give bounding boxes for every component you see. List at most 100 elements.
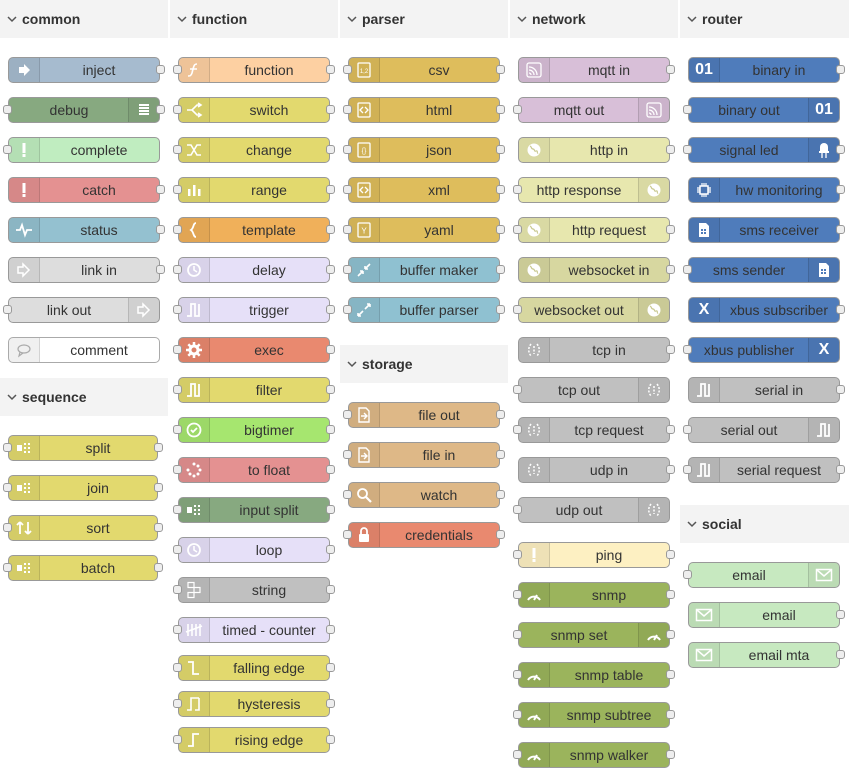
output-port[interactable] [326,225,335,234]
category-header-parser[interactable]: parser [340,0,508,38]
node-parser-csv[interactable]: 1,2 csv [343,57,505,83]
category-header-common[interactable]: common [0,0,168,38]
input-port[interactable] [3,523,12,532]
output-port[interactable] [496,530,505,539]
output-port[interactable] [326,265,335,274]
output-port[interactable] [326,545,335,554]
node-function-trigger[interactable]: trigger [173,297,335,323]
node-common-complete[interactable]: complete [3,137,160,163]
node-network-udp-in[interactable]: udp in [518,457,675,483]
node-router-binary-out[interactable]: 01 binary out [683,97,840,123]
node-sequence-sort[interactable]: sort [3,515,163,541]
input-port[interactable] [683,570,692,579]
node-network-snmp-set[interactable]: snmp set [513,622,675,648]
input-port[interactable] [173,545,182,554]
node-storage-watch[interactable]: watch [343,482,505,508]
node-network-mqtt-out[interactable]: mqtt out [513,97,670,123]
output-port[interactable] [666,225,675,234]
node-storage-file-out[interactable]: file out [343,402,505,428]
output-port[interactable] [496,65,505,74]
node-function-range[interactable]: range [173,177,335,203]
input-port[interactable] [343,305,352,314]
output-port[interactable] [326,305,335,314]
input-port[interactable] [513,425,522,434]
input-port[interactable] [343,225,352,234]
node-function-falling-edge[interactable]: falling edge [173,655,335,681]
input-port[interactable] [173,65,182,74]
output-port[interactable] [666,630,675,639]
input-port[interactable] [343,490,352,499]
input-port[interactable] [513,225,522,234]
output-port[interactable] [496,410,505,419]
input-port[interactable] [513,630,522,639]
node-router-binary-in[interactable]: 01 binary in [688,57,845,83]
input-port[interactable] [3,145,12,154]
node-function-function[interactable]: function [173,57,335,83]
node-function-hysteresis[interactable]: hysteresis [173,691,335,717]
node-network-http-response[interactable]: http response [513,177,670,203]
node-router-signal-led[interactable]: signal led [683,137,845,163]
input-port[interactable] [343,145,352,154]
node-network-ping[interactable]: ping [513,542,675,568]
category-header-social[interactable]: social [680,505,849,543]
output-port[interactable] [496,490,505,499]
output-port[interactable] [156,265,165,274]
output-port[interactable] [836,185,845,194]
input-port[interactable] [343,265,352,274]
input-port[interactable] [513,505,522,514]
output-port[interactable] [326,385,335,394]
input-port[interactable] [173,105,182,114]
node-parser-json[interactable]: {} json [343,137,505,163]
output-port[interactable] [666,265,675,274]
node-function-rising-edge[interactable]: rising edge [173,727,335,753]
input-port[interactable] [513,185,522,194]
output-port[interactable] [496,185,505,194]
output-port[interactable] [326,105,335,114]
output-port[interactable] [496,225,505,234]
output-port[interactable] [666,670,675,679]
input-port[interactable] [683,105,692,114]
output-port[interactable] [156,65,165,74]
node-router-sms-sender[interactable]: sms sender [683,257,840,283]
node-common-comment[interactable]: comment [8,337,160,363]
input-port[interactable] [173,425,182,434]
input-port[interactable] [173,505,182,514]
node-network-tcp-in[interactable]: tcp in [518,337,675,363]
node-parser-html[interactable]: html [343,97,505,123]
node-social-email-mta[interactable]: email mta [688,642,845,668]
node-parser-xml[interactable]: xml [343,177,505,203]
node-function-input-split[interactable]: input split [173,497,335,523]
input-port[interactable] [513,105,522,114]
output-port[interactable] [156,105,165,114]
input-port[interactable] [173,265,182,274]
input-port[interactable] [173,699,182,708]
node-network-snmp-subtree[interactable]: snmp subtree [513,702,675,728]
output-port[interactable] [326,345,335,354]
node-router-sms-receiver[interactable]: sms receiver [688,217,845,243]
node-network-udp-out[interactable]: udp out [513,497,670,523]
input-port[interactable] [173,465,182,474]
node-common-inject[interactable]: inject [8,57,165,83]
node-function-delay[interactable]: delay [173,257,335,283]
output-port[interactable] [326,625,335,634]
node-common-link-in[interactable]: link in [8,257,165,283]
output-port[interactable] [154,443,163,452]
output-port[interactable] [496,450,505,459]
input-port[interactable] [343,185,352,194]
input-port[interactable] [3,483,12,492]
output-port[interactable] [326,65,335,74]
node-sequence-batch[interactable]: batch [3,555,163,581]
node-network-snmp-table[interactable]: snmp table [513,662,675,688]
input-port[interactable] [683,465,692,474]
input-port[interactable] [513,590,522,599]
output-port[interactable] [326,699,335,708]
input-port[interactable] [683,145,692,154]
output-port[interactable] [666,465,675,474]
node-parser-buffer-parser[interactable]: buffer parser [343,297,505,323]
input-port[interactable] [513,750,522,759]
node-network-snmp-walker[interactable]: snmp walker [513,742,675,768]
node-common-catch[interactable]: catch [8,177,165,203]
output-port[interactable] [154,523,163,532]
output-port[interactable] [666,590,675,599]
